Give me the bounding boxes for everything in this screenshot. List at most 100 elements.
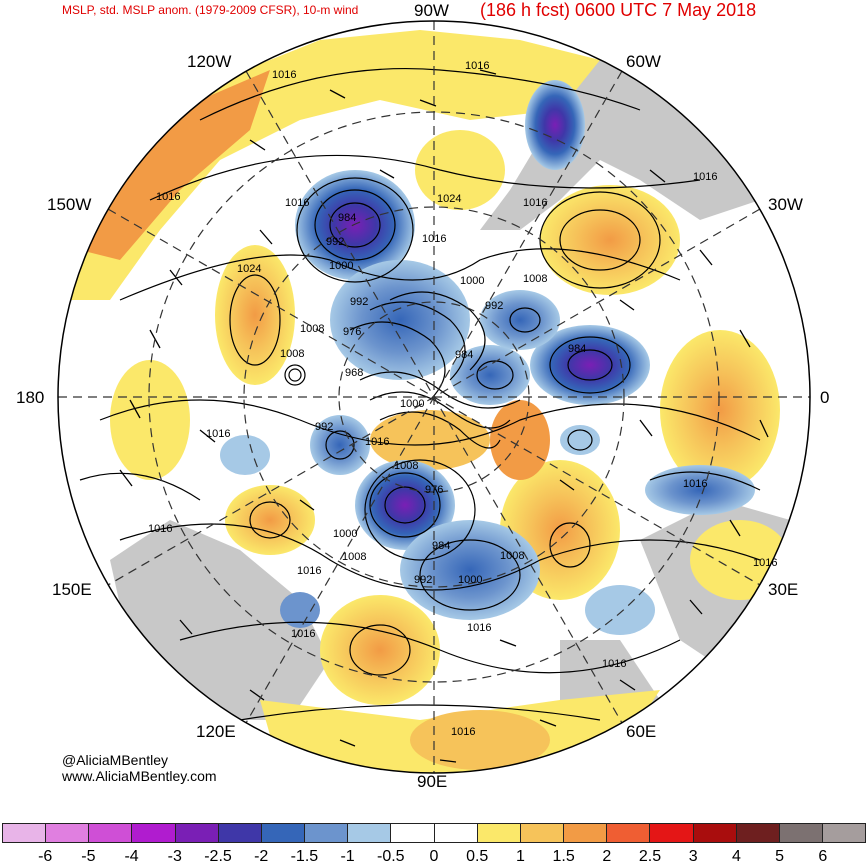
contour-label: 984 (455, 349, 473, 361)
colorbar-swatch (822, 823, 867, 843)
contour-label: 984 (568, 343, 586, 355)
lon-label-0: 0 (820, 388, 830, 407)
positive-anomalies (60, 30, 790, 773)
contour-label: 984 (432, 540, 450, 552)
colorbar-tick-label: 4 (731, 848, 741, 865)
colorbar-tick-label: 2 (602, 848, 612, 865)
credit-website[interactable]: www.AliciaMBentley.com (62, 768, 217, 784)
colorbar-tick-label: 0.5 (466, 848, 489, 865)
contour-label: 1008 (394, 460, 418, 472)
wind-barbs (119, 69, 769, 763)
colorbar-tick-label: -5 (81, 848, 96, 865)
colorbar-swatch (607, 823, 651, 843)
isobars (79, 67, 761, 721)
colorbar-tick-label: 5 (775, 848, 785, 865)
colorbar-tick-label: -2.5 (204, 848, 232, 865)
colorbar-swatch (132, 823, 176, 843)
contour-label: 984 (338, 212, 356, 224)
contour-label: 1016 (753, 557, 777, 569)
colorbar-swatch (779, 823, 823, 843)
colorbar-swatch (520, 823, 565, 843)
contour-label: 992 (414, 574, 432, 586)
contour-label: 1016 (523, 197, 547, 209)
colorbar-swatch (477, 823, 521, 843)
credit-handle: @AliciaMBentley (62, 752, 169, 768)
contour-label: 1016 (148, 523, 172, 535)
lon-label-120w: 120W (187, 52, 232, 71)
colorbar-tick-label: -1 (340, 848, 355, 865)
lon-label-30e: 30E (768, 580, 799, 599)
contour-label: 976 (343, 326, 361, 338)
colorbar-swatch (46, 823, 90, 843)
colorbar-tick-label: 2.5 (638, 848, 662, 865)
contour-label: 992 (326, 236, 344, 248)
colorbar-swatch (348, 823, 392, 843)
lon-label-60e: 60E (626, 722, 657, 741)
colorbar-tick-label: 6 (818, 848, 828, 865)
contour-label: 1016 (602, 658, 626, 670)
contour-label: 1016 (451, 726, 475, 738)
contour-label: 1024 (437, 193, 461, 205)
colorbar-swatch (391, 823, 435, 843)
forecast-title: (186 h fcst) 0600 UTC 7 May 2018 (480, 0, 757, 20)
contour-labels: 1016 1016 1016 1016 1016 1016 984 992 10… (148, 60, 777, 738)
contour-label: 1016 (156, 191, 180, 203)
contour-label: 1000 (460, 275, 484, 287)
contour-label: 1016 (422, 233, 446, 245)
contour-label: 1016 (467, 622, 491, 634)
contour-label: 1016 (272, 69, 296, 81)
anomaly-colorbar (2, 823, 867, 843)
contour-label: 992 (350, 296, 368, 308)
contour-label: 1016 (285, 197, 309, 209)
colorbar-tick-label: 1.5 (552, 848, 575, 865)
colorbar-swatch (650, 823, 694, 843)
contour-label: 1016 (465, 60, 489, 72)
lon-label-90w: 90W (414, 1, 449, 20)
contour-label: 1024 (237, 263, 261, 275)
colorbar-tick-label: -0.5 (377, 848, 405, 865)
contour-label: 1000 (400, 398, 424, 410)
contour-label: 1016 (683, 478, 707, 490)
contour-label: 992 (485, 300, 503, 312)
colorbar-swatch (564, 823, 608, 843)
lon-label-30w: 30W (768, 195, 803, 214)
lon-label-150e: 150E (52, 580, 92, 599)
contour-label: 1008 (280, 348, 304, 360)
contour-label: 1008 (342, 551, 366, 563)
contour-label: 968 (345, 367, 363, 379)
lon-label-90e: 90E (417, 772, 448, 791)
contour-label: 1008 (523, 273, 547, 285)
contour-label: 1016 (291, 628, 315, 640)
colorbar-swatch (434, 823, 478, 843)
colorbar-swatch (305, 823, 349, 843)
colorbar-swatch (175, 823, 219, 843)
contour-label: 1000 (329, 260, 353, 272)
contour-label: 1016 (693, 171, 717, 183)
colorbar-tick-label: 1 (515, 848, 525, 865)
colorbar-swatch (218, 823, 262, 843)
lon-label-180: 180 (16, 388, 45, 407)
contour-label: 1016 (297, 565, 321, 577)
colorbar-tick-label: -4 (124, 848, 139, 865)
contour-label: 1000 (458, 574, 482, 586)
contour-label: 1008 (500, 550, 524, 562)
lon-label-60w: 60W (626, 52, 661, 71)
colorbar-swatch (736, 823, 780, 843)
contour-label: 1016 (365, 436, 389, 448)
graticule (58, 21, 810, 773)
colorbar-swatch (693, 823, 737, 843)
colorbar-tick-label: -3 (167, 848, 182, 865)
contour-label: 1000 (333, 528, 357, 540)
colorbar-swatch (2, 823, 47, 843)
lon-label-120e: 120E (196, 722, 236, 741)
credit-block: @AliciaMBentley www.AliciaMBentley.com (62, 752, 217, 784)
colorbar-swatch (261, 823, 306, 843)
colorbar-swatch (89, 823, 133, 843)
contour-label: 976 (425, 484, 443, 496)
contour-label: 1008 (300, 323, 324, 335)
colorbar-tick-label: -6 (38, 848, 53, 865)
lon-label-150w: 150W (47, 195, 92, 214)
colorbar-tick-label: 3 (688, 848, 698, 865)
contour-label: 1016 (206, 428, 230, 440)
colorbar-tick-label: -2 (254, 848, 269, 865)
